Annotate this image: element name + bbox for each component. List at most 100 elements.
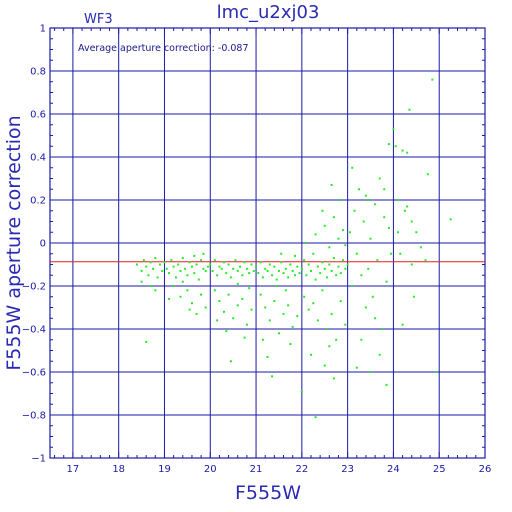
y-tick-label: 0.2 xyxy=(30,196,46,207)
data-point xyxy=(289,263,292,266)
data-point xyxy=(314,278,317,281)
data-point xyxy=(149,285,152,287)
data-point xyxy=(213,259,216,262)
data-point xyxy=(145,340,148,343)
data-point xyxy=(351,285,354,287)
data-point xyxy=(218,265,221,268)
data-point xyxy=(362,220,365,223)
data-point xyxy=(147,274,150,277)
data-point xyxy=(346,263,349,266)
data-point xyxy=(307,263,310,266)
y-tick-label: 0.6 xyxy=(30,110,46,121)
data-point xyxy=(312,302,315,305)
data-point xyxy=(275,285,278,287)
x-tick-labels: 17 18 19 20 21 22 23 24 25 26 xyxy=(67,464,492,475)
data-point xyxy=(300,390,303,393)
data-point xyxy=(190,302,193,305)
data-point xyxy=(168,272,171,275)
data-point xyxy=(259,261,262,264)
y-tick-label: 0.8 xyxy=(30,67,46,78)
data-point xyxy=(419,246,422,249)
data-point xyxy=(344,244,347,247)
x-tick-label: 25 xyxy=(433,464,446,475)
data-point xyxy=(287,276,290,279)
data-point xyxy=(280,261,283,264)
data-point xyxy=(435,371,438,373)
data-point xyxy=(266,269,269,272)
data-point xyxy=(300,267,303,270)
data-point xyxy=(216,274,219,277)
instrument-label: WF3 xyxy=(84,12,113,27)
data-point xyxy=(156,276,159,279)
data-point xyxy=(397,199,399,201)
data-point xyxy=(296,265,299,268)
data-point xyxy=(406,151,409,154)
data-point xyxy=(355,252,358,255)
data-point xyxy=(204,306,207,309)
data-point xyxy=(360,338,363,341)
data-point xyxy=(223,261,225,264)
data-point xyxy=(314,416,317,419)
x-tick-label: 21 xyxy=(250,464,263,475)
data-point xyxy=(266,355,269,358)
y-tick-label: 1 xyxy=(40,24,46,35)
data-point xyxy=(355,366,358,369)
data-point xyxy=(387,226,390,229)
data-point xyxy=(328,246,331,249)
data-point xyxy=(326,328,329,330)
data-point xyxy=(232,267,235,270)
data-point xyxy=(323,224,326,227)
data-point xyxy=(328,345,331,348)
data-point xyxy=(195,312,198,315)
data-point xyxy=(229,360,232,363)
data-point xyxy=(259,293,262,296)
data-point xyxy=(403,209,406,212)
data-point xyxy=(261,276,264,279)
data-point xyxy=(376,259,379,262)
data-point xyxy=(250,308,253,311)
data-point xyxy=(408,108,411,111)
data-point xyxy=(152,267,155,270)
data-point xyxy=(321,209,324,212)
data-point xyxy=(227,263,230,266)
data-point xyxy=(335,274,338,277)
data-point xyxy=(193,272,196,275)
data-point xyxy=(158,263,161,266)
y-tick-label: −0.6 xyxy=(22,368,46,379)
data-point xyxy=(154,257,157,260)
data-point xyxy=(335,338,338,341)
data-point xyxy=(410,263,413,266)
data-point xyxy=(264,306,267,309)
data-point xyxy=(248,287,251,290)
y-tick-label: 0 xyxy=(40,239,46,250)
data-point xyxy=(328,263,331,266)
data-point xyxy=(140,269,143,272)
data-point xyxy=(342,259,345,262)
data-point xyxy=(197,278,200,281)
data-point xyxy=(163,261,166,264)
data-point xyxy=(165,267,168,270)
data-point xyxy=(293,274,296,277)
data-point xyxy=(424,259,427,262)
data-point xyxy=(293,254,296,257)
data-point xyxy=(268,319,271,322)
data-point xyxy=(236,282,239,285)
data-point xyxy=(184,267,187,270)
data-point xyxy=(252,269,255,272)
data-point xyxy=(136,263,138,266)
data-point xyxy=(255,265,258,268)
data-point xyxy=(367,267,370,270)
data-point xyxy=(387,143,390,146)
data-point xyxy=(264,267,267,270)
data-point xyxy=(142,259,145,262)
data-point xyxy=(397,231,399,234)
data-point xyxy=(401,149,404,152)
data-point xyxy=(193,254,196,257)
data-point xyxy=(220,267,223,270)
data-point xyxy=(190,265,193,268)
data-point xyxy=(202,267,205,270)
data-point xyxy=(360,274,363,277)
data-point xyxy=(243,261,246,264)
data-point xyxy=(273,265,276,268)
data-point xyxy=(168,297,171,300)
